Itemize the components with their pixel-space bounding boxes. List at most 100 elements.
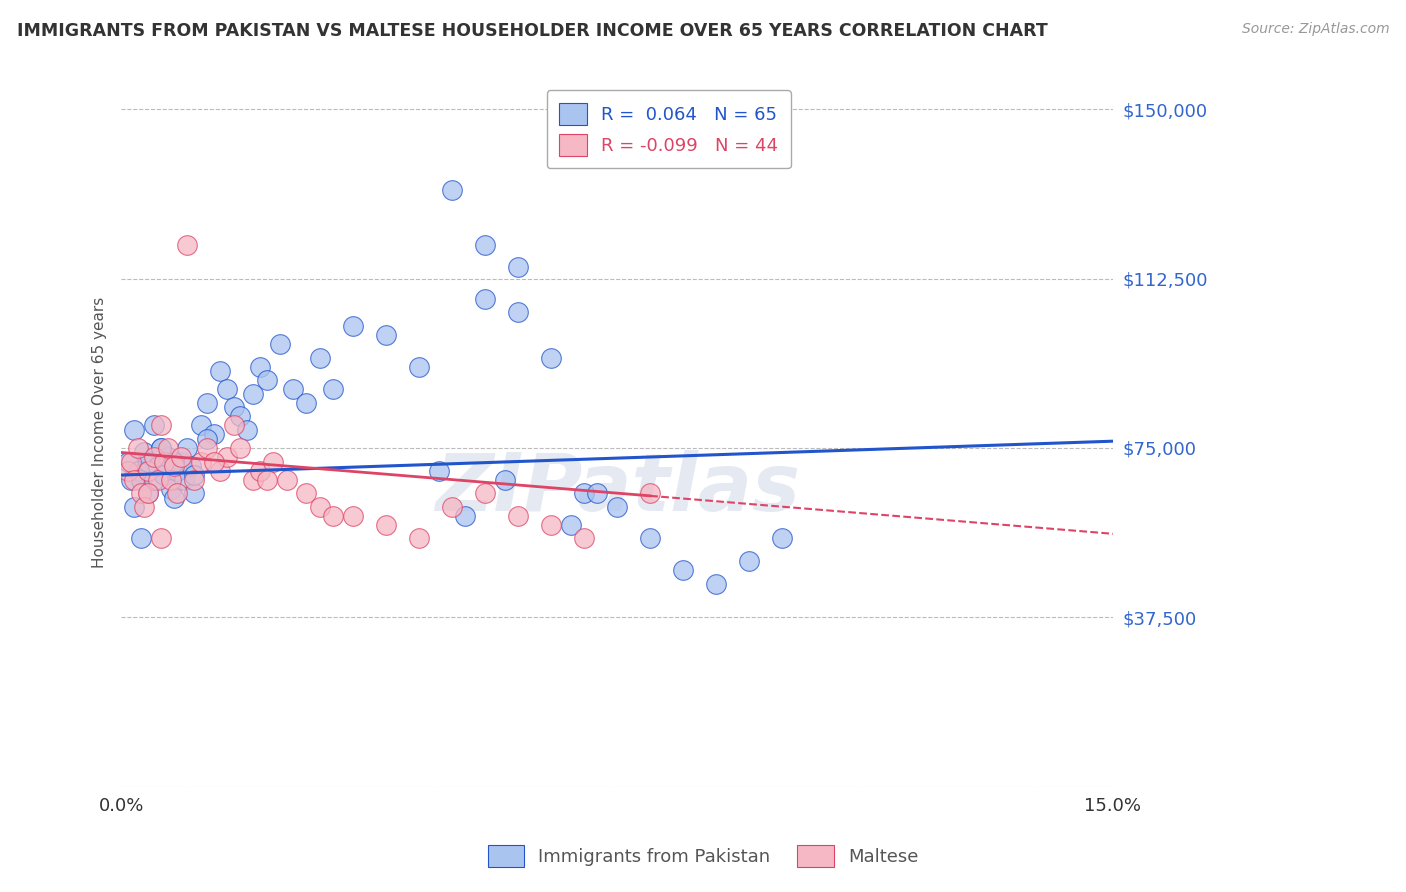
- Point: [342, 508, 364, 523]
- Point: [163, 454, 186, 468]
- Point: [222, 418, 245, 433]
- Point: [117, 464, 139, 478]
- Point: [136, 454, 159, 468]
- Point: [124, 473, 146, 487]
- Point: [560, 517, 582, 532]
- Point: [136, 486, 159, 500]
- Point: [222, 401, 245, 415]
- Point: [136, 464, 159, 478]
- Point: [149, 532, 172, 546]
- Point: [173, 473, 195, 487]
- Text: ZIPatlas: ZIPatlas: [434, 450, 800, 528]
- Point: [195, 441, 218, 455]
- Point: [408, 532, 430, 546]
- Point: [149, 441, 172, 455]
- Point: [704, 576, 727, 591]
- Point: [159, 482, 181, 496]
- Point: [342, 318, 364, 333]
- Point: [159, 473, 181, 487]
- Point: [183, 473, 205, 487]
- Point: [202, 454, 225, 468]
- Point: [506, 260, 529, 275]
- Point: [143, 450, 166, 464]
- Point: [176, 441, 198, 455]
- Point: [374, 328, 396, 343]
- Point: [236, 423, 259, 437]
- Point: [427, 464, 450, 478]
- Point: [156, 450, 179, 464]
- Point: [322, 382, 344, 396]
- Point: [190, 454, 212, 468]
- Point: [474, 292, 496, 306]
- Point: [190, 418, 212, 433]
- Point: [215, 382, 238, 396]
- Point: [166, 486, 188, 500]
- Point: [183, 468, 205, 483]
- Point: [540, 351, 562, 365]
- Point: [129, 532, 152, 546]
- Point: [153, 454, 176, 468]
- Point: [506, 305, 529, 319]
- Point: [322, 508, 344, 523]
- Legend: Immigrants from Pakistan, Maltese: Immigrants from Pakistan, Maltese: [481, 838, 925, 874]
- Point: [454, 508, 477, 523]
- Point: [572, 486, 595, 500]
- Point: [166, 464, 188, 478]
- Point: [770, 532, 793, 546]
- Point: [586, 486, 609, 500]
- Point: [229, 409, 252, 424]
- Point: [170, 454, 193, 468]
- Point: [295, 486, 318, 500]
- Point: [209, 464, 232, 478]
- Point: [672, 563, 695, 577]
- Point: [195, 432, 218, 446]
- Point: [638, 486, 661, 500]
- Point: [163, 458, 186, 473]
- Y-axis label: Householder Income Over 65 years: Householder Income Over 65 years: [93, 296, 107, 568]
- Point: [129, 486, 152, 500]
- Legend: R =  0.064   N = 65, R = -0.099   N = 44: R = 0.064 N = 65, R = -0.099 N = 44: [547, 90, 790, 169]
- Point: [474, 486, 496, 500]
- Point: [149, 441, 172, 455]
- Point: [506, 508, 529, 523]
- Point: [127, 441, 149, 455]
- Point: [120, 454, 142, 468]
- Point: [249, 464, 271, 478]
- Point: [572, 532, 595, 546]
- Point: [120, 473, 142, 487]
- Point: [276, 473, 298, 487]
- Point: [180, 458, 202, 473]
- Point: [242, 386, 264, 401]
- Point: [540, 517, 562, 532]
- Point: [242, 473, 264, 487]
- Point: [127, 464, 149, 478]
- Point: [156, 441, 179, 455]
- Point: [215, 450, 238, 464]
- Point: [408, 359, 430, 374]
- Point: [176, 237, 198, 252]
- Point: [195, 396, 218, 410]
- Point: [134, 500, 156, 514]
- Point: [374, 517, 396, 532]
- Point: [256, 473, 278, 487]
- Point: [281, 382, 304, 396]
- Point: [146, 473, 169, 487]
- Point: [474, 237, 496, 252]
- Text: IMMIGRANTS FROM PAKISTAN VS MALTESE HOUSEHOLDER INCOME OVER 65 YEARS CORRELATION: IMMIGRANTS FROM PAKISTAN VS MALTESE HOUS…: [17, 22, 1047, 40]
- Point: [183, 486, 205, 500]
- Point: [124, 500, 146, 514]
- Point: [440, 183, 463, 197]
- Point: [440, 500, 463, 514]
- Point: [295, 396, 318, 410]
- Point: [163, 491, 186, 505]
- Point: [146, 458, 169, 473]
- Point: [209, 364, 232, 378]
- Point: [262, 454, 284, 468]
- Point: [129, 473, 152, 487]
- Point: [738, 554, 761, 568]
- Point: [143, 473, 166, 487]
- Point: [117, 454, 139, 468]
- Point: [229, 441, 252, 455]
- Point: [606, 500, 628, 514]
- Point: [170, 450, 193, 464]
